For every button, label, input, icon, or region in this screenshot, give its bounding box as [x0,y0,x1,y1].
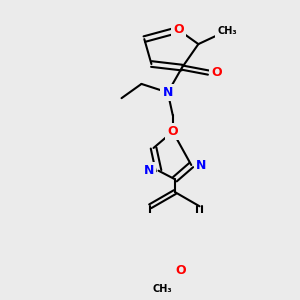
Text: O: O [167,125,178,138]
Text: N: N [143,164,154,177]
Text: N: N [196,158,206,172]
Text: O: O [212,66,222,79]
Text: O: O [173,23,184,36]
Text: O: O [175,264,186,277]
Text: CH₃: CH₃ [217,26,237,36]
Text: N: N [163,86,173,99]
Text: CH₃: CH₃ [152,284,172,294]
